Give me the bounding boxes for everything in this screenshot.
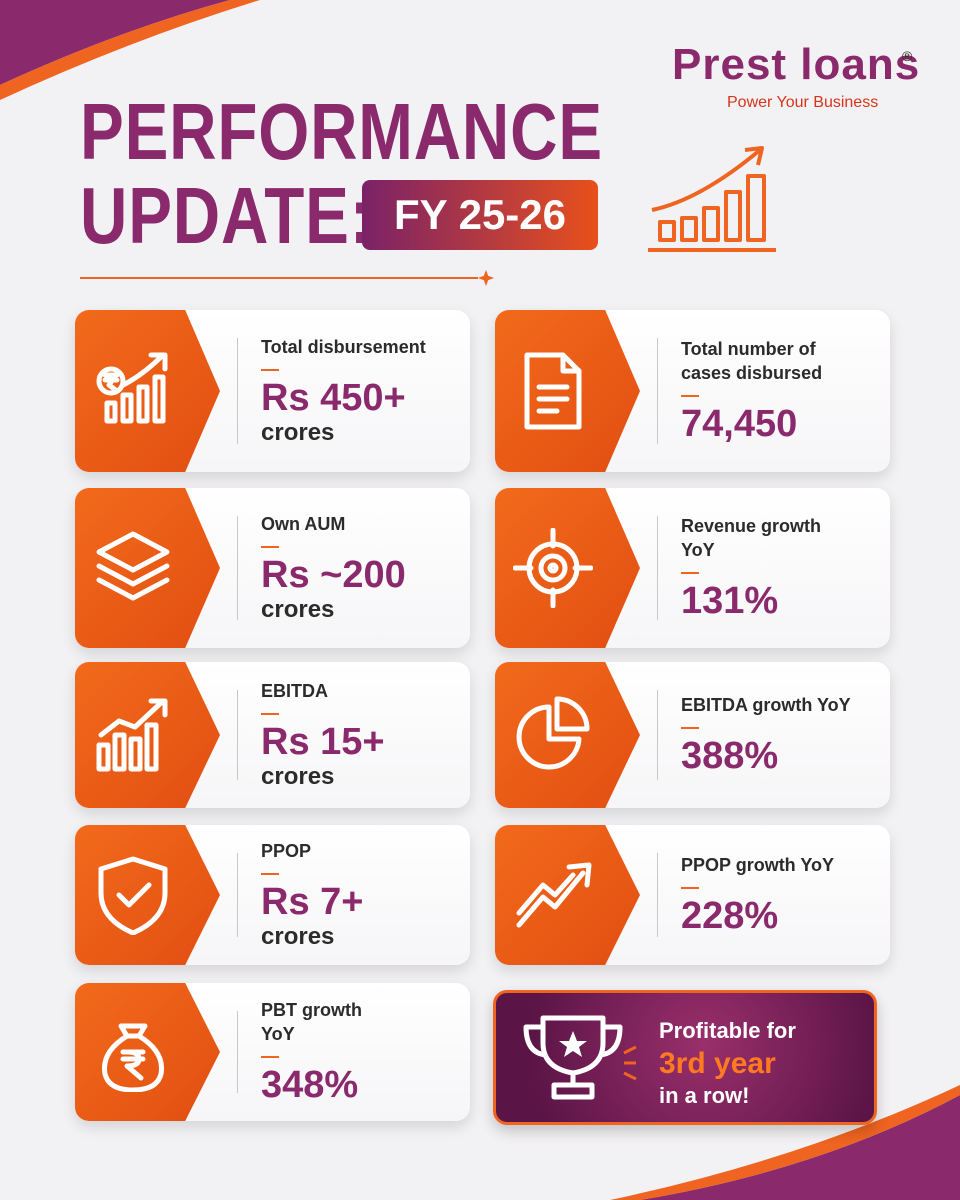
- metric-icon: [75, 662, 220, 808]
- label-dash: [681, 395, 699, 398]
- metric-card: Total number of cases disbursed 74,450: [495, 310, 890, 472]
- metric-card: Total disbursement Rs 450+ crores: [75, 310, 470, 472]
- metric-unit: crores: [261, 596, 335, 624]
- metric-label: Revenue growth YoY: [681, 515, 822, 561]
- title-line1: PERFORMANCE: [80, 87, 603, 176]
- separator: [657, 338, 658, 444]
- label-dash: [261, 369, 279, 372]
- separator: [237, 1011, 238, 1093]
- metric-value: 228%: [681, 895, 779, 938]
- metric-card: PPOP growth YoY 228%: [495, 825, 890, 965]
- label-dash: [681, 572, 699, 575]
- metric-card: PBT growth YoY 348%: [75, 983, 470, 1121]
- metric-value: Rs 450+: [261, 377, 406, 420]
- metric-unit: crores: [261, 419, 335, 447]
- label-dash: [261, 546, 279, 549]
- brand-registered: ®: [902, 48, 913, 64]
- metric-value: Rs 7+: [261, 881, 364, 924]
- metric-icon: [75, 310, 220, 472]
- metric-icon: [495, 488, 640, 648]
- separator: [657, 690, 658, 780]
- label-dash: [681, 727, 699, 730]
- metric-unit: crores: [261, 923, 335, 951]
- label-dash: [261, 1056, 279, 1059]
- metric-icon: [495, 825, 640, 965]
- icon-glyph: [96, 531, 169, 601]
- metric-label: EBITDA: [261, 680, 328, 701]
- metric-value: Rs 15+: [261, 721, 385, 764]
- metric-label: EBITDA growth YoY: [681, 694, 851, 715]
- fy-badge: FY 25-26: [362, 180, 598, 250]
- highlight-line2: 3rd year: [659, 1046, 776, 1080]
- metric-label: PPOP growth YoY: [681, 854, 835, 875]
- metric-label: PBT growth YoY: [261, 999, 362, 1045]
- icon-glyph: [516, 862, 591, 928]
- metric-value: 348%: [261, 1064, 359, 1107]
- metric-unit: crores: [261, 763, 335, 791]
- highlight-line1: Profitable for: [659, 1018, 796, 1043]
- metric-label: Own AUM: [261, 513, 346, 534]
- separator: [237, 853, 238, 937]
- metric-value: Rs ~200: [261, 554, 406, 597]
- trophy-icon: [523, 1015, 637, 1100]
- metric-icon: [75, 488, 220, 648]
- metric-card: EBITDA growth YoY 388%: [495, 662, 890, 808]
- brand-tagline: Power Your Business: [727, 94, 879, 111]
- label-dash: [261, 873, 279, 876]
- metric-icon: [495, 662, 640, 808]
- metric-icon: [75, 983, 220, 1121]
- title-line2: UPDATE:: [80, 171, 373, 260]
- icon-glyph: [96, 352, 167, 424]
- metric-icon: [495, 310, 640, 472]
- metric-icon: [75, 825, 220, 965]
- icon-glyph: [96, 698, 167, 772]
- icon-glyph: [98, 856, 167, 935]
- separator: [237, 338, 238, 444]
- metric-value: 131%: [681, 580, 779, 623]
- highlight-card: Profitable for 3rd year in a row!: [493, 990, 877, 1125]
- label-dash: [681, 887, 699, 890]
- metric-card: Own AUM Rs ~200 crores: [75, 488, 470, 648]
- separator: [237, 516, 238, 620]
- brand-name: Prest loans: [672, 40, 921, 89]
- metric-card: Revenue growth YoY 131%: [495, 488, 890, 648]
- separator: [237, 690, 238, 780]
- metric-card: PPOP Rs 7+ crores: [75, 825, 470, 965]
- icon-glyph: [524, 352, 581, 430]
- metric-label: Total number of cases disbursed: [681, 338, 823, 384]
- label-dash: [261, 713, 279, 716]
- separator: [657, 853, 658, 937]
- metric-card: EBITDA Rs 15+ crores: [75, 662, 470, 808]
- icon-glyph: [512, 528, 593, 608]
- metric-label: PPOP: [261, 840, 312, 861]
- separator: [657, 516, 658, 620]
- metric-value: 74,450: [681, 403, 798, 446]
- icon-glyph: [101, 1023, 164, 1092]
- metric-label: Total disbursement: [261, 336, 426, 357]
- highlight-line3: in a row!: [659, 1083, 750, 1108]
- metric-value: 388%: [681, 735, 779, 778]
- icon-glyph: [516, 696, 589, 770]
